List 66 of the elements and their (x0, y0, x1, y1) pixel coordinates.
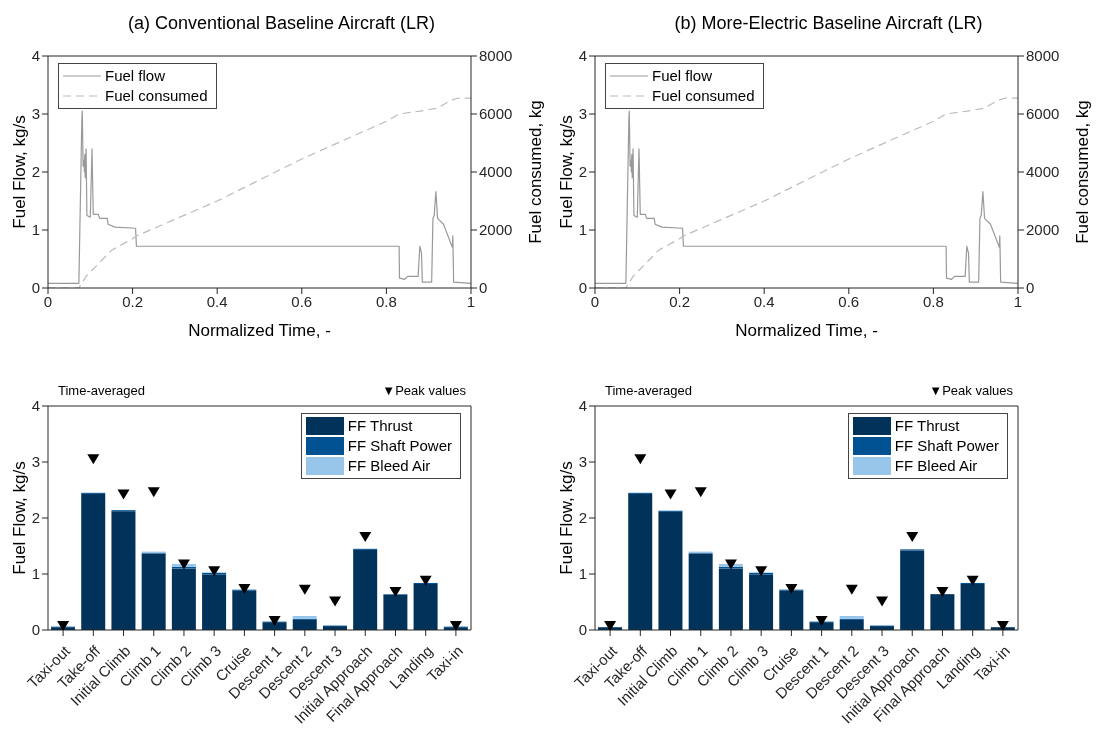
y-axis-title: Fuel Flow, kg/s (556, 115, 576, 229)
chart-title: (a) Conventional Baseline Aircraft (LR) (126, 12, 437, 35)
y-tick-label: 3 (578, 453, 587, 471)
legend-label: FF Thrust (347, 416, 413, 436)
y2-tick-label: 8000 (1026, 47, 1060, 65)
text: Time-averaged (58, 383, 145, 398)
y2-tick-label: 2000 (479, 221, 513, 239)
x-tick-label: 1 (466, 292, 476, 310)
legend-label: FF Shaft Power (894, 436, 999, 456)
legend-label: Fuel flow (652, 66, 713, 86)
x-tick-label: 1 (1013, 292, 1023, 310)
y-tick-label: 2 (578, 163, 587, 181)
legend-label: Fuel consumed (105, 86, 208, 106)
legend-label: Fuel consumed (652, 86, 755, 106)
x-tick-label: 0.4 (206, 292, 228, 310)
x-tick-label: 0.2 (122, 292, 144, 310)
legend-label: FF Bleed Air (347, 456, 431, 476)
y2-tick-label: 2000 (1026, 221, 1060, 239)
x-tick-label: 0.2 (669, 292, 691, 310)
y-tick-label: 0 (31, 621, 40, 639)
y2-tick-label: 4000 (1026, 163, 1060, 181)
text: Time-averaged (605, 383, 692, 398)
legend-label: FF Shaft Power (347, 436, 452, 456)
y-tick-label: 4 (31, 397, 40, 415)
y-axis-title: Fuel Flow, kg/s (9, 461, 29, 575)
y-tick-label: 2 (578, 509, 587, 527)
x-axis-title: Normalized Time, - (735, 321, 878, 340)
y-tick-label: 4 (578, 47, 587, 65)
y-tick-label: 3 (578, 105, 587, 123)
y2-axis-title: Fuel consumed, kg (1072, 100, 1092, 244)
y-tick-label: 0 (578, 621, 587, 639)
y-tick-label: 4 (31, 47, 40, 65)
y-tick-label: 0 (578, 279, 587, 297)
x-tick-label: 0.4 (753, 292, 775, 310)
y2-tick-label: 0 (1026, 279, 1035, 297)
y-tick-label: 2 (31, 163, 40, 181)
y2-tick-label: 6000 (1026, 105, 1060, 123)
x-tick-label: 0.8 (375, 292, 397, 310)
y-tick-label: 1 (578, 565, 587, 583)
y2-axis-title: Fuel consumed, kg (525, 100, 545, 244)
legend-label: FF Bleed Air (894, 456, 978, 476)
x-tick-label: 0.6 (291, 292, 313, 310)
text: ▼Peak values (929, 383, 1013, 398)
x-tick-label: 0 (590, 292, 600, 310)
y-tick-label: 1 (578, 221, 587, 239)
y-tick-label: 1 (31, 221, 40, 239)
x-tick-label: 0.6 (838, 292, 860, 310)
text: ▼Peak values (382, 383, 466, 398)
legend-label: Fuel flow (105, 66, 166, 86)
y-tick-label: 3 (31, 453, 40, 471)
legend-label: FF Thrust (894, 416, 960, 436)
y2-tick-label: 4000 (479, 163, 513, 181)
y2-tick-label: 0 (479, 279, 488, 297)
x-tick-label: 0.8 (922, 292, 944, 310)
chart-title: (b) More-Electric Baseline Aircraft (LR) (673, 12, 984, 35)
x-tick-label: 0 (43, 292, 53, 310)
y-tick-label: 2 (31, 509, 40, 527)
y-tick-label: 0 (31, 279, 40, 297)
x-axis-title: Normalized Time, - (188, 321, 331, 340)
y-axis-title: Fuel Flow, kg/s (9, 115, 29, 229)
y2-tick-label: 8000 (479, 47, 513, 65)
y2-tick-label: 6000 (479, 105, 513, 123)
y-axis-title: Fuel Flow, kg/s (556, 461, 576, 575)
y-tick-label: 3 (31, 105, 40, 123)
y-tick-label: 1 (31, 565, 40, 583)
y-tick-label: 4 (578, 397, 587, 415)
